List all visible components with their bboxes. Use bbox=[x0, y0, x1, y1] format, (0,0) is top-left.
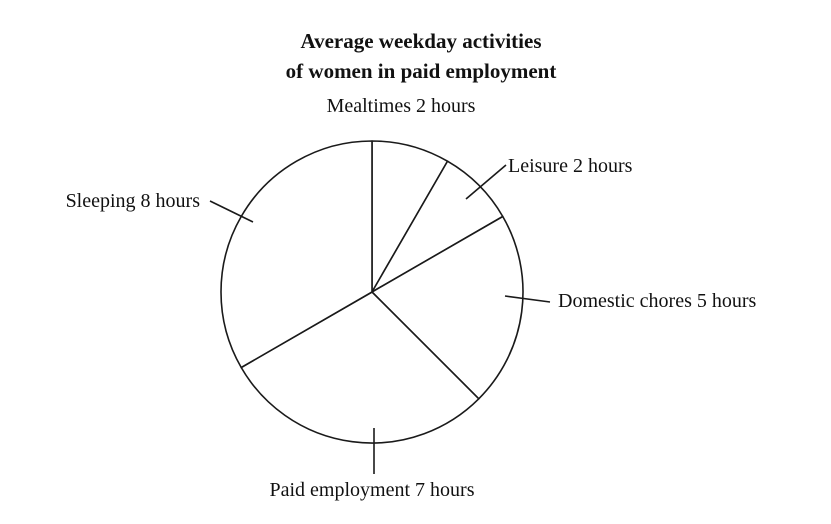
slice-label-paid-employment: Paid employment 7 hours bbox=[270, 479, 475, 501]
leader-line-sleeping bbox=[209, 200, 254, 223]
slice-label-sleeping: Sleeping 8 hours bbox=[66, 190, 201, 212]
pie-slice-paid-employment bbox=[240, 291, 480, 444]
pie-slices bbox=[220, 140, 524, 444]
leader-line-domestic-chores bbox=[504, 295, 551, 303]
pie-slice-domestic-chores bbox=[371, 215, 524, 400]
slice-labels: Mealtimes 2 hours Leisure 2 hours Domestic… bbox=[66, 95, 757, 501]
chart-title: Average weekday activities bbox=[300, 29, 541, 53]
slice-label-leisure: Leisure 2 hours bbox=[508, 155, 633, 177]
slice-label-domestic-chores: Domestic chores 5 hours bbox=[558, 290, 757, 312]
chart-subtitle: of women in paid employment bbox=[286, 59, 557, 83]
leader-line-leisure bbox=[465, 164, 507, 200]
leader-lines bbox=[209, 164, 551, 474]
slice-label-mealtimes: Mealtimes 2 hours bbox=[327, 95, 476, 117]
